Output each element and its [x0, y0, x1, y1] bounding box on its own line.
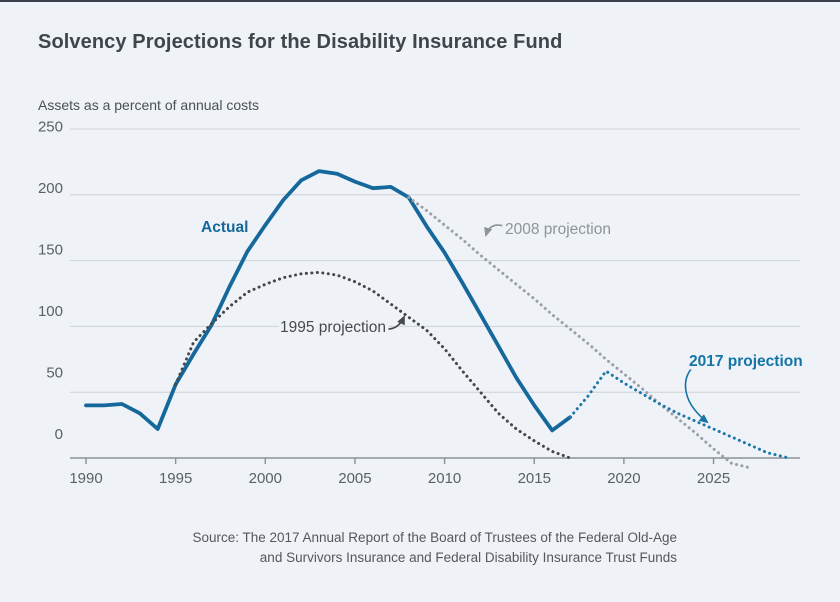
series-label-actual: Actual — [201, 219, 248, 236]
y-tick-label-200: 200 — [38, 180, 63, 197]
y-tick-label-100: 100 — [38, 303, 63, 320]
x-tick-label-2020: 2020 — [607, 470, 640, 487]
series-line-p2008 — [407, 195, 750, 469]
x-tick-label-1990: 1990 — [69, 470, 102, 487]
y-tick-label-50: 50 — [46, 365, 63, 382]
y-tick-label-150: 150 — [38, 242, 63, 259]
source-note-line-2: and Survivors Insurance and Federal Disa… — [259, 550, 677, 565]
series-label-p1995: 1995 projection — [280, 319, 386, 336]
annotation-arrow-p2008 — [484, 224, 505, 237]
y-axis-unit-label: Assets as a percent of annual costs — [38, 97, 260, 113]
series-line-p2017 — [568, 369, 791, 460]
source-note: Source: The 2017 Annual Report of the Bo… — [192, 528, 677, 568]
x-tick-label-1995: 1995 — [159, 470, 192, 487]
y-tick-label-0: 0 — [55, 426, 63, 443]
x-tick-label-2005: 2005 — [338, 470, 371, 487]
source-note-line-1: Source: The 2017 Annual Report of the Bo… — [192, 530, 677, 545]
series-label-p2008: 2008 projection — [505, 221, 611, 238]
y-tick-label-250: 250 — [38, 119, 63, 136]
annotation-arrow-p1995 — [385, 315, 405, 330]
x-tick-label-2010: 2010 — [428, 470, 461, 487]
chart-title: Solvency Projections for the Disability … — [38, 31, 563, 53]
series-line-actual — [84, 169, 572, 433]
x-tick-label-2000: 2000 — [249, 470, 282, 487]
x-tick-label-2025: 2025 — [697, 470, 730, 487]
annotation-arrow-p2017 — [684, 363, 709, 424]
series-label-p2017: 2017 projection — [689, 353, 803, 370]
series-line-p1995 — [174, 270, 572, 460]
x-tick-label-2015: 2015 — [518, 470, 551, 487]
